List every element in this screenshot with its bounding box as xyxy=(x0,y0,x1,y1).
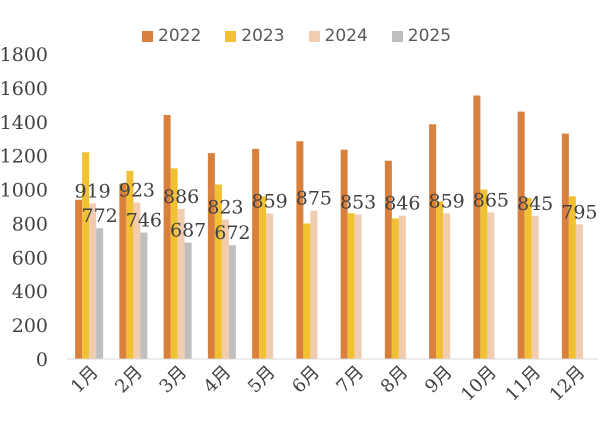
data-label-2024-8: 846 xyxy=(384,193,420,215)
bar-2022-3 xyxy=(163,115,171,359)
y-tick-label-1: 200 xyxy=(12,315,48,337)
x-tick-label-12: 12月 xyxy=(546,362,590,406)
data-label-2024-7: 853 xyxy=(340,191,376,213)
x-tick-label-9: 9月 xyxy=(421,362,457,398)
data-label-2024-5: 859 xyxy=(251,190,287,212)
legend-label-2025: 2025 xyxy=(407,26,452,46)
bar-2024-9 xyxy=(443,213,451,359)
x-tick-label-10: 10月 xyxy=(457,362,501,406)
y-tick-label-3: 600 xyxy=(12,247,48,269)
data-label-2025-2: 746 xyxy=(126,210,162,232)
y-tick-label-5: 1000 xyxy=(0,180,48,202)
bar-2024-3 xyxy=(177,208,185,359)
x-tick-label-5: 5月 xyxy=(244,362,280,398)
bar-2022-6 xyxy=(296,141,304,359)
y-tick-label-6: 1200 xyxy=(0,146,48,168)
bar-2024-8 xyxy=(398,215,406,359)
bar-2023-4 xyxy=(214,184,222,359)
bar-2024-4 xyxy=(221,219,229,359)
data-label-2024-9: 859 xyxy=(428,190,464,212)
bar-2022-5 xyxy=(252,148,260,359)
bar-2022-4 xyxy=(207,153,215,359)
y-tick-label-8: 1600 xyxy=(0,78,48,100)
bar-2023-1 xyxy=(82,152,90,359)
bar-2024-1 xyxy=(89,203,97,359)
bar-2024-10 xyxy=(487,212,495,359)
y-tick-label-0: 0 xyxy=(36,349,48,371)
bar-2024-12 xyxy=(575,224,583,359)
data-label-2024-3: 886 xyxy=(163,186,199,208)
bar-2022-9 xyxy=(429,124,437,359)
bar-2025-4 xyxy=(228,245,236,359)
bar-2022-11 xyxy=(517,111,525,359)
legend-label-2022: 2022 xyxy=(158,26,202,46)
x-tick-label-1: 1月 xyxy=(67,362,103,398)
data-label-2024-4: 823 xyxy=(207,197,243,219)
x-tick-label-7: 7月 xyxy=(332,362,368,398)
legend-item-2024: 2024 xyxy=(308,26,368,46)
bar-2024-7 xyxy=(354,214,362,359)
bar-2023-7 xyxy=(347,213,355,359)
bar-2022-10 xyxy=(473,95,481,359)
legend-label-2023: 2023 xyxy=(241,26,285,46)
data-label-2024-10: 865 xyxy=(473,189,509,211)
bar-2024-6 xyxy=(310,210,318,359)
data-label-2025-3: 687 xyxy=(170,220,206,242)
x-tick-label-4: 4月 xyxy=(200,362,236,398)
y-tick-label-9: 1800 xyxy=(0,44,48,66)
bar-2023-6 xyxy=(303,223,311,359)
data-label-2024-1: 919 xyxy=(74,180,110,202)
y-tick-label-7: 1400 xyxy=(0,112,48,134)
data-label-2024-11: 845 xyxy=(517,193,553,215)
data-label-2025-4: 672 xyxy=(214,222,250,244)
legend-swatch-2023 xyxy=(225,30,237,42)
bar-2023-12 xyxy=(568,196,576,359)
legend-label-2024: 2024 xyxy=(324,26,368,46)
x-tick-label-2: 2月 xyxy=(111,362,147,398)
legend-item-2025: 2025 xyxy=(391,26,452,46)
bar-2023-8 xyxy=(391,218,399,359)
bar-2022-12 xyxy=(561,133,569,359)
bar-2025-1 xyxy=(96,228,104,359)
bar-2023-9 xyxy=(436,201,444,359)
x-tick-label-6: 6月 xyxy=(288,362,324,398)
bar-2024-5 xyxy=(266,213,274,359)
data-label-2024-2: 923 xyxy=(119,180,155,202)
bar-2024-11 xyxy=(531,215,539,359)
bar-2023-5 xyxy=(259,196,267,359)
bar-2023-2 xyxy=(126,170,134,359)
y-tick-label-4: 800 xyxy=(12,213,48,235)
data-label-2025-1: 772 xyxy=(81,205,117,227)
legend-item-2023: 2023 xyxy=(225,26,285,46)
bar-2023-10 xyxy=(480,189,488,359)
x-tick-label-8: 8月 xyxy=(377,362,413,398)
legend-swatch-2022 xyxy=(142,30,153,42)
bar-2023-3 xyxy=(170,168,178,359)
bar-2022-2 xyxy=(119,183,127,359)
legend-item-2022: 2022 xyxy=(142,26,201,46)
data-label-2024-6: 875 xyxy=(296,188,332,210)
bar-2024-2 xyxy=(133,202,141,359)
bar-2022-7 xyxy=(340,149,348,359)
bar-2022-1 xyxy=(75,199,83,359)
y-tick-label-2: 400 xyxy=(12,281,48,303)
bar-2025-2 xyxy=(140,232,148,359)
x-tick-label-3: 3月 xyxy=(155,362,191,398)
legend-swatch-2024 xyxy=(308,30,320,42)
legend-swatch-2025 xyxy=(391,30,403,42)
x-tick-label-11: 11月 xyxy=(501,362,545,406)
data-label-2024-12: 795 xyxy=(561,201,597,223)
bar-2025-3 xyxy=(184,242,192,359)
bar-2023-11 xyxy=(524,198,532,359)
bar-2022-8 xyxy=(384,160,392,359)
chart-legend: 2022 2023 2024 2025 xyxy=(142,26,475,46)
